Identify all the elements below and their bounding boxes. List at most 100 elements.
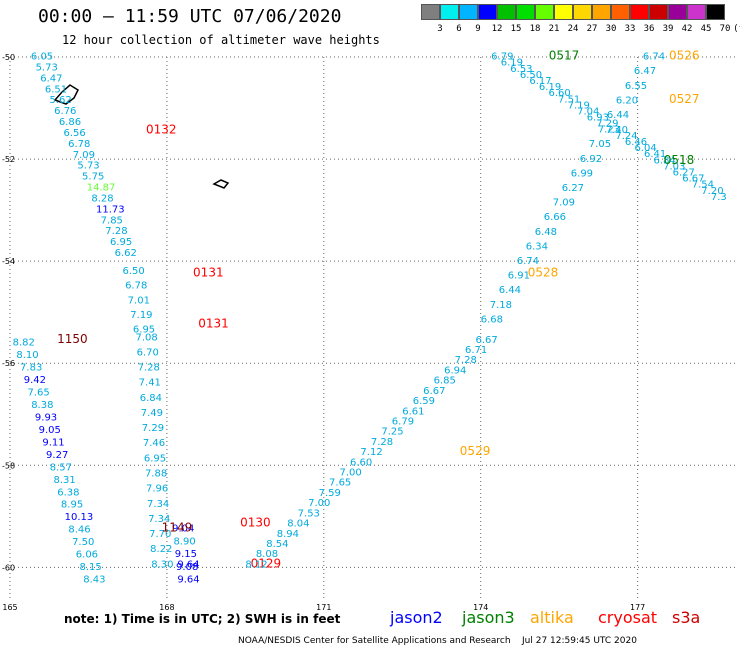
wave-height-point: 7.34 [147, 499, 169, 510]
legend-label: 24 [567, 24, 579, 34]
wave-height-point: 6.78 [125, 281, 147, 292]
legend-label: 12 [491, 24, 503, 34]
wave-height-point: 7.54 [692, 180, 714, 191]
wave-height-point: 8.15 [80, 562, 102, 573]
wave-height-point: 7.83 [20, 362, 42, 373]
wave-height-point: 10.13 [65, 512, 94, 523]
satellite-jason3: jason3 [462, 608, 515, 627]
wave-height-point: 7.25 [381, 427, 403, 438]
wave-height-point: 6.41 [644, 149, 666, 160]
wave-height-point: 7.46 [143, 438, 165, 449]
x-tick-label: 168 [159, 603, 174, 612]
track-time-label: 1149 [162, 521, 193, 535]
wave-height-point: 6.56 [63, 128, 85, 139]
track-time-label: 0518 [664, 153, 695, 167]
wave-height-point: 11.73 [96, 204, 125, 215]
wave-height-point: 6.59 [413, 396, 435, 407]
wave-height-point: 7.53 [298, 508, 320, 519]
chart-subtitle: 12 hour collection of altimeter wave hei… [62, 33, 380, 47]
wave-height-point: 7.28 [138, 363, 160, 374]
wave-height-point: 6.60 [350, 457, 372, 468]
legend-swatch [592, 4, 611, 20]
legend-swatch [421, 4, 440, 20]
wave-height-point: 7.09 [73, 150, 95, 161]
wave-height-point: 6.84 [140, 393, 162, 404]
wave-height-point: 6.67 [682, 174, 704, 185]
wave-height-point: 14.87 [87, 183, 116, 194]
wave-height-point: 6.61 [402, 406, 424, 417]
wave-height-point: 6.67 [475, 335, 497, 346]
wave-height-point: 6.34 [526, 241, 548, 252]
satellite-altika: altika [530, 608, 574, 627]
legend-label: 42 [681, 24, 693, 34]
wave-height-point: 9.15 [175, 549, 197, 560]
wave-height-point: 7.12 [360, 447, 382, 458]
wave-height-point: 6.50 [122, 266, 144, 277]
legend-label: 6 [456, 24, 462, 34]
legend-swatch [535, 4, 554, 20]
legend-swatch [478, 4, 497, 20]
track-time-label: 0129 [251, 556, 282, 570]
wave-height-point: 8.30 [151, 559, 173, 570]
wave-height-point: 7.19 [130, 310, 152, 321]
track-time-label: 0131 [193, 265, 224, 279]
wave-height-point: 6.60 [548, 88, 570, 99]
wave-height-point: 8.82 [13, 337, 35, 348]
track-time-label: 0526 [669, 49, 700, 63]
wave-height-point: 8.08 [256, 549, 278, 560]
wave-height-point: 7.28 [105, 226, 127, 237]
legend-swatch [497, 4, 516, 20]
wave-height-point: 6.47 [634, 66, 656, 77]
wave-height-point: 7.00 [308, 498, 330, 509]
wave-height-point: 7.04 [577, 106, 599, 117]
track-time-label: 0529 [460, 444, 491, 458]
wave-height-point: 7.65 [27, 387, 49, 398]
wave-height-point: 5.62 [50, 95, 72, 106]
legend-swatch [554, 4, 573, 20]
wave-height-point: 7.20 [701, 186, 723, 197]
wave-height-point: 6.04 [634, 143, 656, 154]
wave-height-point: 8.28 [91, 193, 113, 204]
wave-height-point: 6.93 [587, 113, 609, 124]
wave-height-point: 7.01 [128, 295, 150, 306]
wave-height-point: 9.27 [46, 450, 68, 461]
wave-height-point: 9.93 [35, 412, 57, 423]
wave-height-point: 7.28 [455, 355, 477, 366]
wave-height-point: 6.71 [465, 345, 487, 356]
wave-height-point: 6.74 [643, 52, 665, 63]
wave-height-point: 9.11 [42, 437, 64, 448]
legend-unit: (ft) [733, 24, 740, 34]
wave-height-point: 8.04 [287, 519, 309, 530]
wave-height-point: 8.10 [16, 350, 38, 361]
wave-height-point: 6.79 [491, 52, 513, 63]
legend-label: 15 [510, 24, 522, 34]
wave-height-point: 8.38 [31, 400, 53, 411]
wave-height-point: 9.64 [177, 575, 199, 586]
wave-height-point: 6.86 [59, 117, 81, 128]
page-title: 00:00 – 11:59 UTC 07/06/2020 [38, 6, 342, 27]
wave-height-point: 6.51 [45, 84, 67, 95]
wave-height-point: 6.66 [544, 212, 566, 223]
wave-height-point: 7.65 [329, 478, 351, 489]
wave-height-point: 6.79 [392, 416, 414, 427]
wave-height-point: 8.90 [173, 536, 195, 547]
wave-height-point: 7.40 [606, 125, 628, 136]
wave-height-point: 8.57 [50, 462, 72, 473]
legend-label: 33 [624, 24, 636, 34]
wave-height-point: 6.68 [481, 314, 503, 325]
wave-height-point: 6.20 [616, 95, 638, 106]
track-time-label: 0528 [528, 265, 559, 279]
track-time-label: 0517 [549, 49, 580, 63]
wave-height-point: 7.00 [340, 468, 362, 479]
y-tick-label: -50 [2, 53, 15, 62]
island-outline [212, 179, 230, 189]
wave-height-point: 8.22 [150, 544, 172, 555]
wave-height-point: 6.85 [434, 376, 456, 387]
wave-height-point: 6.48 [535, 227, 557, 238]
legend-swatch [668, 4, 687, 20]
x-tick-label: 174 [473, 603, 488, 612]
wave-height-point: 7.23 [598, 125, 620, 136]
wave-height-point: 6.27 [673, 167, 695, 178]
wave-height-point: 7.19 [568, 100, 590, 111]
wave-height-point: 7.50 [72, 537, 94, 548]
